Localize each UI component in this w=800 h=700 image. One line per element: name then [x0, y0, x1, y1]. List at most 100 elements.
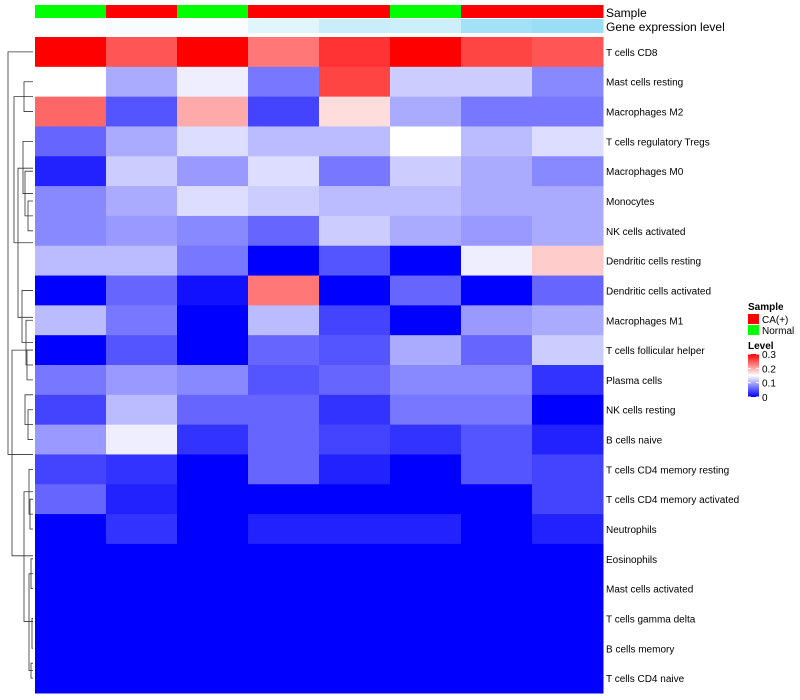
heatmap-cell	[532, 335, 604, 366]
row-label: NK cells activated	[606, 227, 685, 238]
heatmap-cell	[177, 126, 249, 157]
heatmap-cell	[461, 454, 533, 485]
heatmap-cell	[461, 484, 533, 515]
heatmap-cell	[177, 543, 249, 575]
heatmap-cell	[177, 365, 249, 396]
sample-annotation-cell	[319, 5, 391, 18]
heatmap-cell	[461, 365, 533, 396]
heatmap-cell	[106, 275, 178, 306]
heatmap-cell	[248, 305, 320, 336]
dendrogram-branch	[11, 349, 33, 557]
expression-annotation-cell	[319, 19, 391, 33]
heatmap-cell	[532, 305, 604, 336]
heatmap-cell	[35, 603, 107, 634]
heatmap-cell	[106, 66, 178, 98]
heatmap-cell	[532, 543, 604, 575]
heatmap-cell	[532, 603, 604, 634]
heatmap-cell	[35, 484, 107, 515]
heatmap-cell	[532, 484, 604, 515]
sample-legend-swatch	[748, 314, 759, 324]
heatmap-cell	[106, 96, 178, 127]
heatmap-cell	[390, 484, 462, 515]
heatmap-cell	[248, 335, 320, 366]
heatmap-cell	[248, 126, 320, 157]
heatmap-cell	[532, 394, 604, 426]
heatmap-cell	[532, 454, 604, 485]
legend: Sample CA(+)Normal Level 0.3 0.2 0.1 0	[748, 302, 794, 404]
sample-annotation-cell	[35, 5, 107, 18]
sample-annotation-cell	[532, 5, 604, 18]
dendrogram-branch	[21, 290, 33, 344]
heatmap-cell	[319, 394, 391, 426]
heatmap-cell	[35, 633, 107, 664]
heatmap-cell	[35, 37, 107, 68]
heatmap-cell	[248, 514, 320, 545]
heatmap-cell	[390, 275, 462, 306]
heatmap-cell	[106, 215, 178, 247]
heatmap-cell	[248, 186, 320, 217]
sample-annotation-cell	[106, 5, 178, 18]
heatmap-cell	[35, 96, 107, 127]
heatmap-cell	[177, 186, 249, 217]
heatmap-cell	[319, 186, 391, 217]
heatmap-cell	[319, 603, 391, 634]
heatmap-cell	[248, 66, 320, 98]
row-label: Dendritic cells resting	[606, 257, 701, 268]
expression-annotation-cell	[35, 19, 107, 33]
heatmap-cell	[248, 37, 320, 68]
heatmap-cell	[390, 543, 462, 575]
expression-annotation-track	[35, 19, 604, 33]
heatmap-cell	[177, 66, 249, 98]
heatmap-cell	[461, 275, 533, 306]
heatmap-cell	[35, 245, 107, 277]
heatmap-cell	[177, 245, 249, 277]
heatmap-cell	[248, 633, 320, 664]
heatmap-cell	[461, 633, 533, 664]
heatmap-cell	[461, 305, 533, 336]
heatmap-cell	[390, 454, 462, 485]
heatmap-cell	[177, 37, 249, 68]
heatmap-cell	[319, 305, 391, 336]
level-tick-label: 0.2	[762, 364, 776, 375]
heatmap-cell	[319, 454, 391, 485]
heatmap-cell	[461, 424, 533, 455]
sample-legend-entries: CA(+)Normal	[748, 314, 794, 337]
row-label: Mast cells activated	[606, 585, 693, 596]
heatmap-cell	[106, 245, 178, 277]
heatmap-cell	[532, 424, 604, 455]
row-label: Dendritic cells activated	[606, 286, 711, 297]
heatmap-cell	[461, 96, 533, 127]
heatmap-cell	[248, 394, 320, 426]
heatmap-cell	[319, 126, 391, 157]
heatmap-cell	[106, 573, 178, 605]
heatmap-cell	[106, 305, 178, 336]
heatmap-cell	[35, 663, 107, 694]
heatmap-cell	[390, 186, 462, 217]
row-label: Plasma cells	[606, 376, 662, 387]
heatmap-cell	[461, 186, 533, 217]
expression-annotation-cell	[248, 19, 320, 33]
level-tick-label: 0.1	[762, 379, 776, 390]
heatmap-cell	[35, 305, 107, 336]
level-colorbar	[748, 354, 759, 397]
heatmap-cell	[461, 335, 533, 366]
sample-annotation-cell	[390, 5, 462, 18]
heatmap-cell	[177, 96, 249, 127]
heatmap-cell	[35, 573, 107, 605]
heatmap-cell	[461, 66, 533, 98]
heatmap-cell	[390, 514, 462, 545]
heatmap-cell	[35, 126, 107, 157]
sample-legend-label: Normal	[762, 326, 794, 337]
heatmap-cell	[248, 454, 320, 485]
dendrogram-branch	[7, 51, 33, 455]
heatmap-cell	[461, 156, 533, 187]
sample-legend-label: CA(+)	[762, 315, 788, 326]
heatmap-cell	[319, 96, 391, 127]
heatmap-cell	[390, 156, 462, 187]
heatmap-cell	[177, 573, 249, 605]
dendrogram-branch	[13, 96, 33, 244]
heatmap-cell	[319, 573, 391, 605]
heatmap-cell	[390, 126, 462, 157]
expression-annotation-cell	[177, 19, 249, 33]
heatmap-cell	[390, 663, 462, 694]
